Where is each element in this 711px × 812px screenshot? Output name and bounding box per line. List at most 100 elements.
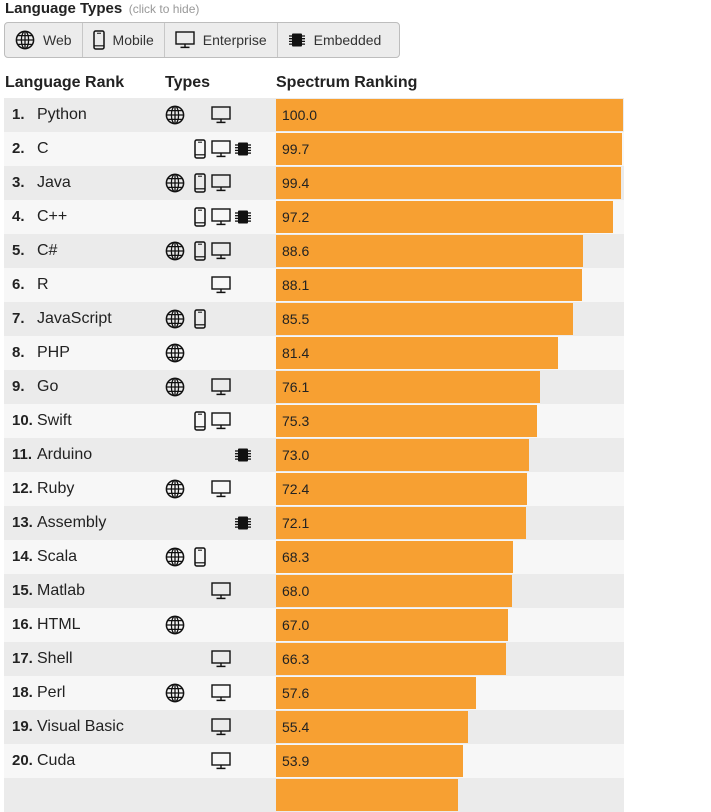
filter-label: Web bbox=[43, 32, 72, 48]
language-name[interactable]: Shell bbox=[37, 650, 73, 667]
phone-icon bbox=[189, 206, 211, 228]
language-name[interactable]: R bbox=[37, 276, 49, 293]
ranking-bar bbox=[276, 677, 476, 709]
phone-icon bbox=[189, 546, 211, 568]
language-name[interactable]: Cuda bbox=[37, 752, 76, 769]
table-row: 14. Scala 68.3 bbox=[4, 540, 624, 574]
table-row: 15. Matlab 68.0 bbox=[4, 574, 624, 608]
ranking-value: 72.4 bbox=[282, 481, 310, 497]
ranking-bar bbox=[276, 575, 512, 607]
ranking-value: 97.2 bbox=[282, 209, 310, 225]
table-row: 11. Arduino 73.0 bbox=[4, 438, 624, 472]
rank-number: 5. bbox=[12, 242, 25, 259]
rank-number: 20. bbox=[12, 752, 33, 769]
monitor-icon bbox=[210, 648, 232, 670]
monitor-icon bbox=[210, 138, 232, 160]
ranking-bar bbox=[276, 643, 507, 675]
table-row: 20. Cuda 53.9 bbox=[4, 744, 624, 778]
ranking-value: 88.6 bbox=[282, 243, 310, 259]
monitor-icon bbox=[210, 206, 232, 228]
table-row: 7. JavaScript 85.5 bbox=[4, 302, 624, 336]
rank-number: 4. bbox=[12, 208, 25, 225]
table-row: 8. PHP 81.4 bbox=[4, 336, 624, 370]
language-name[interactable]: Scala bbox=[37, 548, 78, 565]
language-name[interactable]: C bbox=[37, 140, 49, 157]
chip-icon bbox=[232, 206, 254, 228]
language-name[interactable]: JavaScript bbox=[37, 310, 112, 327]
table-row: 19. Visual Basic 55.4 bbox=[4, 710, 624, 744]
ranking-bar bbox=[276, 269, 582, 301]
ranking-bar bbox=[276, 745, 464, 777]
rank-number: 3. bbox=[12, 174, 25, 191]
language-name[interactable]: Swift bbox=[37, 412, 72, 429]
table-row: 5. C# 88.6 bbox=[4, 234, 624, 268]
monitor-icon bbox=[210, 410, 232, 432]
rank-number: 16. bbox=[12, 616, 33, 633]
click-to-hide-hint[interactable]: (click to hide) bbox=[128, 2, 200, 16]
phone-icon bbox=[92, 30, 105, 50]
filter-label: Mobile bbox=[112, 32, 154, 48]
language-name[interactable]: PHP bbox=[37, 344, 70, 361]
types-header: Types bbox=[165, 74, 211, 91]
language-name[interactable]: Ruby bbox=[37, 480, 75, 497]
ranking-bar bbox=[276, 609, 509, 641]
ranking-value: 75.3 bbox=[282, 413, 310, 429]
filter-button-enterprise[interactable]: Enterprise bbox=[165, 23, 278, 57]
monitor-icon bbox=[210, 376, 232, 398]
language-name[interactable]: Perl bbox=[37, 684, 66, 701]
monitor-icon bbox=[210, 716, 232, 738]
ranking-value: 55.4 bbox=[282, 719, 310, 735]
ranking-value: 81.4 bbox=[282, 345, 310, 361]
type-filter-bar: Web Mobile Enterprise Embedded bbox=[4, 22, 400, 58]
ranking-bar bbox=[276, 405, 538, 437]
filter-label: Embedded bbox=[313, 32, 382, 48]
ranking-bar bbox=[276, 167, 621, 199]
ranking-bar bbox=[276, 201, 614, 233]
ranking-value: 67.0 bbox=[282, 617, 310, 633]
language-name[interactable]: Visual Basic bbox=[37, 718, 124, 735]
ranking-value: 53.9 bbox=[282, 753, 310, 769]
rank-number: 6. bbox=[12, 276, 25, 293]
language-name[interactable]: C# bbox=[37, 242, 58, 259]
monitor-icon bbox=[210, 750, 232, 772]
rank-number: 17. bbox=[12, 650, 33, 667]
rank-number: 18. bbox=[12, 684, 33, 701]
ranking-value: 57.6 bbox=[282, 685, 310, 701]
table-row: 13. Assembly 72.1 bbox=[4, 506, 624, 540]
rank-number: 7. bbox=[12, 310, 25, 327]
language-name[interactable]: C++ bbox=[37, 208, 68, 225]
ranking-bar bbox=[276, 133, 622, 165]
filter-button-mobile[interactable]: Mobile bbox=[83, 23, 165, 57]
language-name[interactable]: Assembly bbox=[37, 514, 107, 531]
globe-icon bbox=[164, 376, 186, 398]
language-name[interactable]: Java bbox=[37, 174, 71, 191]
rank-number: 15. bbox=[12, 582, 33, 599]
language-name[interactable]: Go bbox=[37, 378, 59, 395]
rank-number: 12. bbox=[12, 480, 33, 497]
table-row: 10. Swift 75.3 bbox=[4, 404, 624, 438]
phone-icon bbox=[189, 138, 211, 160]
rank-number: 19. bbox=[12, 718, 33, 735]
ranking-value: 99.4 bbox=[282, 175, 310, 191]
ranking-bar bbox=[276, 337, 559, 369]
globe-icon bbox=[164, 308, 186, 330]
language-types-header[interactable]: Language Types (click to hide) bbox=[5, 0, 199, 18]
chip-icon bbox=[232, 444, 254, 466]
monitor-icon bbox=[210, 172, 232, 194]
language-name[interactable]: Matlab bbox=[37, 582, 86, 599]
filter-button-embedded[interactable]: Embedded bbox=[278, 23, 392, 57]
table-row: 12. Ruby 72.4 bbox=[4, 472, 624, 506]
ranking-value: 88.1 bbox=[282, 277, 310, 293]
table-row: 1. Python 100.0 bbox=[4, 98, 624, 132]
language-name[interactable]: HTML bbox=[37, 616, 81, 633]
language-name[interactable]: Python bbox=[37, 106, 87, 123]
monitor-icon bbox=[175, 31, 195, 49]
filter-button-web[interactable]: Web bbox=[5, 23, 83, 57]
language-name[interactable]: Arduino bbox=[37, 446, 93, 463]
table-row: 2. C 99.7 bbox=[4, 132, 624, 166]
rank-number: 11. bbox=[12, 446, 33, 463]
rank-number: 14. bbox=[12, 548, 33, 565]
rank-number: 8. bbox=[12, 344, 25, 361]
globe-icon bbox=[164, 478, 186, 500]
language-types-title[interactable]: Language Types bbox=[5, 0, 123, 17]
